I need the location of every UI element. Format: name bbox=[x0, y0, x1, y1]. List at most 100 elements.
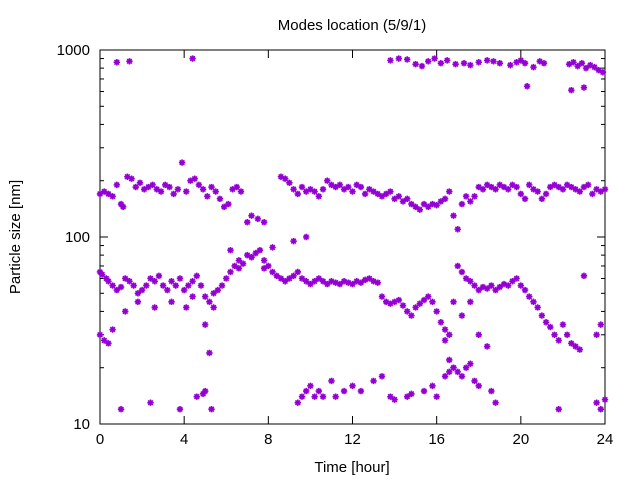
data-point bbox=[467, 278, 474, 285]
data-point bbox=[303, 278, 310, 285]
data-point bbox=[500, 183, 508, 191]
data-point bbox=[597, 405, 604, 413]
y-tick-label: 1000 bbox=[57, 42, 90, 59]
data-point bbox=[591, 63, 598, 71]
data-point bbox=[370, 188, 377, 195]
data-point bbox=[576, 346, 583, 353]
data-point bbox=[273, 272, 280, 280]
chart-title: Modes location (5/9/1) bbox=[278, 17, 426, 34]
data-point bbox=[578, 59, 586, 67]
data-point bbox=[105, 190, 112, 198]
data-point bbox=[353, 181, 360, 189]
data-point bbox=[96, 331, 104, 338]
data-point bbox=[597, 188, 604, 195]
data-point bbox=[551, 181, 558, 189]
data-point bbox=[382, 190, 390, 198]
data-point bbox=[523, 83, 531, 90]
data-point bbox=[178, 159, 186, 166]
data-point bbox=[307, 186, 314, 193]
data-point bbox=[589, 190, 596, 198]
data-point bbox=[382, 298, 390, 306]
data-point bbox=[412, 203, 419, 211]
data-point bbox=[454, 226, 461, 233]
data-point bbox=[454, 368, 461, 376]
data-point bbox=[492, 186, 499, 193]
data-point bbox=[450, 298, 457, 306]
data-point bbox=[349, 382, 356, 390]
data-point bbox=[124, 173, 131, 180]
data-point bbox=[374, 190, 381, 198]
data-point bbox=[336, 280, 344, 288]
data-point bbox=[580, 183, 588, 191]
data-point bbox=[559, 321, 567, 328]
data-point bbox=[433, 393, 440, 400]
data-point bbox=[357, 183, 365, 191]
data-point bbox=[290, 186, 297, 193]
data-point bbox=[593, 399, 600, 406]
data-point bbox=[140, 186, 148, 193]
data-point bbox=[113, 59, 121, 66]
data-point bbox=[206, 349, 213, 357]
x-tick-label: 8 bbox=[264, 431, 272, 448]
data-point bbox=[294, 268, 301, 276]
data-point bbox=[378, 193, 386, 200]
data-point bbox=[391, 298, 398, 306]
data-point bbox=[229, 186, 236, 193]
data-point bbox=[315, 387, 323, 395]
data-point bbox=[555, 183, 562, 191]
data-point bbox=[404, 393, 411, 400]
data-point bbox=[119, 203, 127, 211]
data-point bbox=[496, 181, 503, 189]
data-point bbox=[227, 268, 234, 276]
data-point bbox=[298, 275, 306, 282]
data-point bbox=[538, 195, 546, 203]
data-point bbox=[281, 175, 289, 182]
data-point bbox=[311, 188, 318, 195]
data-point bbox=[490, 58, 497, 65]
data-point bbox=[128, 175, 135, 182]
data-point bbox=[496, 59, 503, 67]
data-point bbox=[324, 177, 331, 184]
data-point bbox=[225, 200, 232, 208]
data-point bbox=[183, 304, 190, 311]
data-point bbox=[526, 293, 533, 300]
data-point bbox=[332, 279, 339, 286]
data-point bbox=[576, 188, 583, 195]
data-point bbox=[298, 393, 306, 400]
data-point bbox=[542, 319, 550, 326]
data-point bbox=[303, 387, 310, 395]
data-point bbox=[391, 396, 398, 403]
x-tick-label: 12 bbox=[344, 431, 361, 448]
data-point bbox=[500, 280, 508, 288]
data-point bbox=[475, 59, 482, 66]
data-point bbox=[568, 340, 575, 347]
data-point bbox=[475, 331, 482, 338]
data-point bbox=[147, 399, 154, 406]
data-point bbox=[332, 183, 339, 191]
data-point bbox=[204, 193, 211, 200]
data-point bbox=[216, 195, 224, 203]
data-point bbox=[277, 275, 285, 282]
data-point bbox=[286, 179, 293, 186]
data-point bbox=[471, 282, 478, 289]
data-point bbox=[420, 296, 428, 304]
data-point bbox=[189, 293, 196, 300]
data-point bbox=[420, 387, 428, 395]
data-point bbox=[345, 279, 352, 286]
data-point bbox=[277, 173, 285, 180]
data-point bbox=[164, 286, 171, 294]
data-point bbox=[239, 260, 247, 267]
data-point bbox=[202, 321, 209, 328]
data-point bbox=[488, 183, 495, 191]
data-point bbox=[98, 271, 106, 278]
data-point bbox=[452, 60, 459, 68]
data-point bbox=[547, 183, 554, 191]
data-point bbox=[303, 233, 310, 241]
data-point bbox=[340, 186, 348, 193]
data-point bbox=[467, 298, 474, 306]
data-point bbox=[199, 390, 207, 398]
axis-ticks: 0 4 8 12 16 20 24 10 100 1000 bbox=[57, 42, 614, 448]
data-point bbox=[168, 278, 175, 285]
data-point bbox=[138, 286, 146, 294]
data-point bbox=[582, 64, 590, 72]
